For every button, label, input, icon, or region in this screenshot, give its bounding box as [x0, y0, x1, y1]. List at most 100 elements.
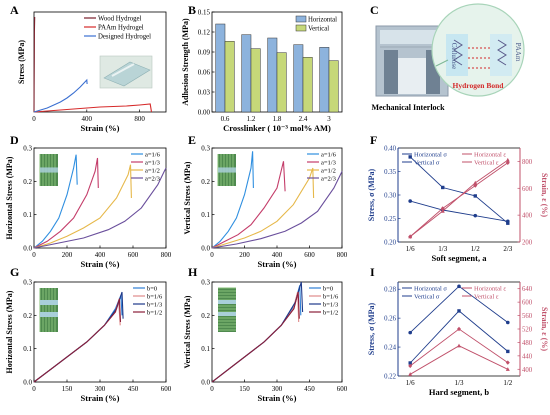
bar: [215, 23, 226, 113]
data-point: [473, 213, 478, 218]
legend-label: a=1/6: [145, 152, 161, 159]
x-tick-label: 0: [32, 115, 36, 123]
legend-label: Horizontal ε: [474, 152, 506, 159]
y-tick-label: 0.25: [384, 216, 396, 223]
bar: [241, 34, 252, 113]
y-tick-label-right: 520: [522, 327, 533, 334]
x-tick-label: 450: [304, 385, 315, 393]
series-line: [410, 200, 508, 222]
x-tick-label: 3: [327, 115, 331, 123]
x-tick-label: 1/3: [438, 245, 447, 253]
x-tick-label: 1/2: [503, 379, 512, 387]
hydrogel-photo: [99, 55, 153, 89]
series-line: [211, 167, 315, 249]
y-axis-label: Vertical Stress (MPa): [183, 161, 192, 234]
y-axis-label: Stress, σ (MPa): [367, 168, 376, 221]
y-tick-label: 0.1: [201, 345, 210, 353]
legend-label: Horizontal ε: [474, 286, 506, 293]
y-axis-label-right: Strain, ε (%): [540, 173, 549, 217]
chart-soft-segment-summary: 0.20 0.25 0.30 0.35 0.40 200 400 600 800 1/6 1/3 1/…: [367, 146, 549, 264]
x-tick-label: 1/3: [455, 379, 464, 387]
label-mechanical-interlock: Mechanical Interlock: [371, 103, 445, 112]
y-axis-label: Horizontal Stress (MPa): [5, 156, 14, 239]
y-tick-label: 0.22: [384, 374, 396, 381]
y-tick-label: 0.00: [198, 109, 211, 117]
panel-letter-D: D: [10, 133, 19, 147]
bar: [276, 52, 287, 113]
y-tick-label: 0.20: [384, 240, 396, 247]
x-tick-label: 450: [128, 385, 139, 393]
y-tick-label-right: 640: [522, 286, 533, 293]
interlock-illustration: [375, 3, 525, 97]
y-tick-label: 0.0: [23, 245, 32, 253]
stripe-band: [218, 312, 236, 316]
x-tick-label: 1.2: [247, 115, 256, 123]
data-point: [440, 208, 445, 213]
y-tick-label-right: 800: [522, 159, 533, 166]
data-point: [505, 160, 510, 165]
series-line: [33, 167, 167, 249]
y-tick-label: 0.2: [23, 178, 32, 186]
x-tick-label: 600: [337, 385, 348, 393]
panel-letter-I: I: [370, 265, 375, 279]
y-tick-label: 0.15: [198, 9, 211, 17]
series-line: [211, 151, 254, 249]
panel-letter-H: H: [188, 265, 198, 279]
data-point: [457, 326, 461, 332]
x-tick-label: 200: [239, 251, 250, 259]
y-tick-label: 0.1: [23, 211, 32, 219]
chart-tensile-curves: 0 400 800 Strain (%) Stress (MPa) Wood Hydrog…: [17, 11, 167, 133]
series-line: [33, 164, 132, 249]
data-point: [441, 185, 445, 190]
x-tick-label: 1.8: [273, 115, 282, 123]
y-tick-label-right: 440: [522, 353, 533, 360]
bar: [293, 44, 304, 113]
bar: [224, 41, 235, 113]
data-point: [506, 320, 510, 325]
x-tick-label: 150: [239, 385, 250, 393]
y-tick-label: 0.30: [384, 193, 396, 200]
stripe-band: [40, 300, 58, 305]
photo-sample: [103, 61, 151, 87]
stripe-band: [40, 312, 58, 317]
x-axis-label: Hard segment, b: [429, 387, 489, 397]
data-point: [506, 219, 510, 224]
x-axis-label: Crosslinker ( 10⁻³ mol% AM): [223, 123, 331, 133]
x-tick-label: 1/6: [406, 379, 415, 387]
x-tick-label: 800: [134, 115, 145, 123]
x-tick-label: 200: [62, 251, 73, 259]
stripe-bg: [218, 288, 236, 332]
legend-label: b=1/6: [323, 294, 339, 301]
x-tick-label: 0: [32, 385, 36, 393]
photo-highlight: [111, 63, 135, 77]
y-tick-label-right: 200: [522, 240, 533, 247]
chart-vertical-stress-hard: 0 150 300 450 600 0.0 0.1 0.2 0.3 Strain (%) Verti…: [183, 279, 348, 404]
x-tick-label: 800: [337, 251, 348, 259]
y-tick-label: 0.09: [198, 49, 211, 57]
y-tick-label: 0.26: [384, 316, 396, 323]
x-tick-label: 1/2: [471, 245, 480, 253]
x-axis-label: Strain (%): [258, 393, 297, 403]
panel-letter-E: E: [188, 133, 196, 147]
y-axis-label: Vertical Stress (MPa): [183, 295, 192, 368]
chart-vertical-stress-soft: 0 200 400 600 800 0.0 0.1 0.2 0.3 Strain (%) Verti…: [183, 145, 348, 270]
data-point: [440, 206, 445, 211]
chart-horizontal-stress-soft: 0 200 400 600 800 0.0 0.1 0.2 0.3 Strain (%) Horiz…: [5, 145, 172, 270]
legend-label: a=1/3: [321, 160, 336, 167]
x-tick-label: 2.4: [299, 115, 308, 123]
legend-label: Vertical: [308, 26, 329, 33]
series-line: [33, 157, 99, 249]
y-tick-label: 0.28: [384, 287, 396, 294]
y-tick-label: 0.35: [384, 169, 396, 176]
y-axis-label: Adhesion Strength (MPa): [181, 18, 190, 106]
y-tick-label: 0.06: [198, 69, 211, 77]
y-tick-label: 0.0: [201, 379, 210, 387]
label-paam: PAAm: [514, 43, 522, 62]
panel-letter-F: F: [370, 133, 377, 147]
y-tick-label: 0.2: [23, 312, 32, 320]
data-point: [506, 221, 510, 225]
y-tick-label: 0.2: [201, 178, 210, 186]
data-point: [408, 361, 412, 365]
data-point: [408, 155, 412, 159]
